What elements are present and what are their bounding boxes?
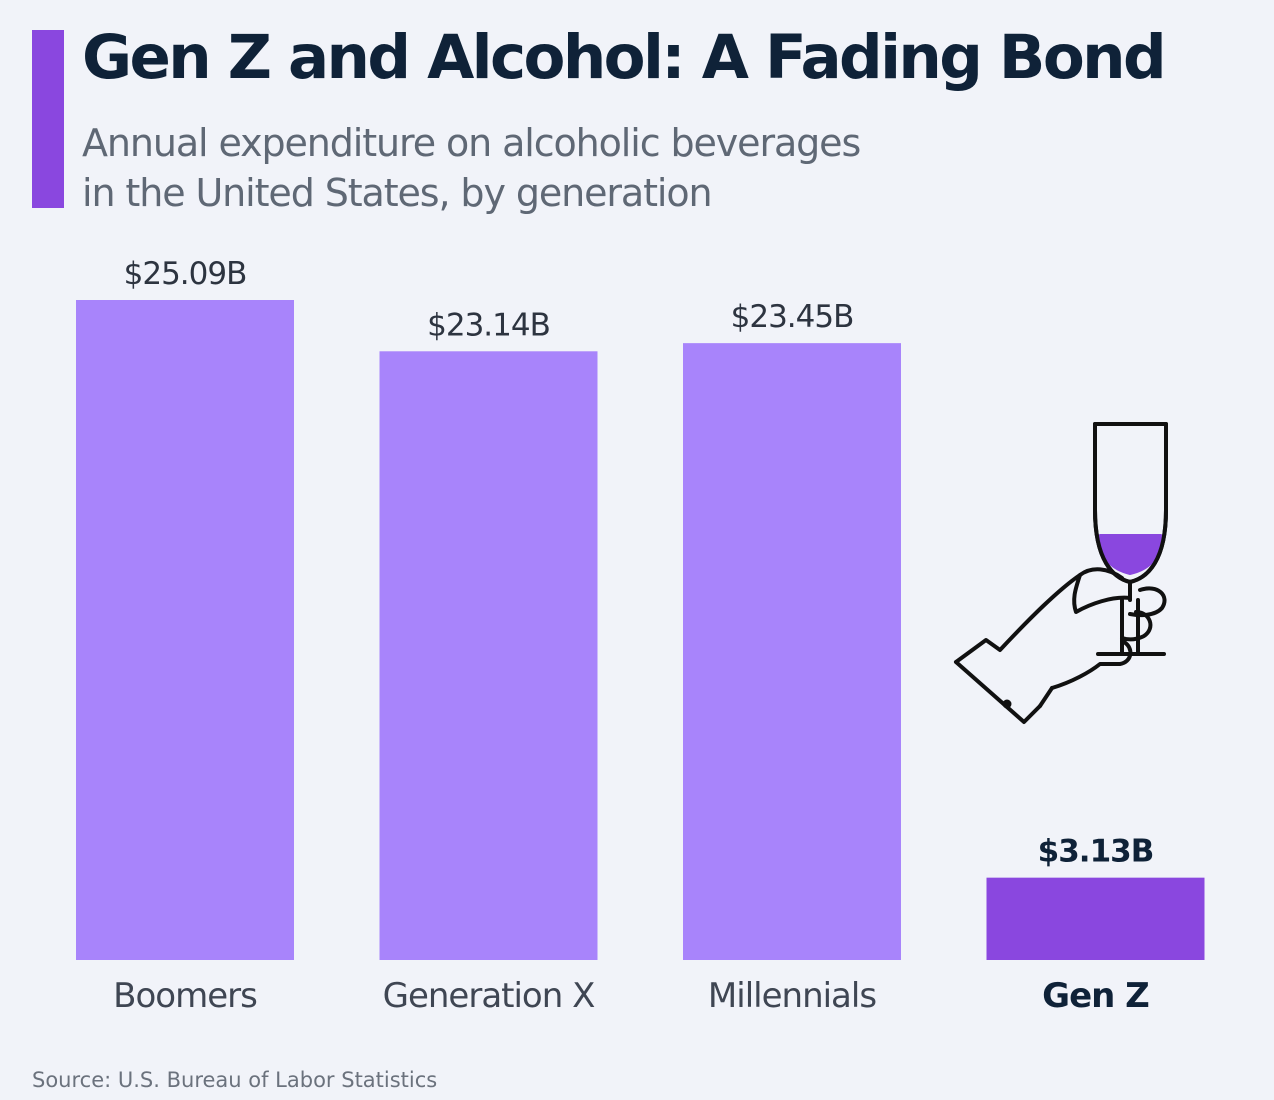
bars-layer: $25.09B Boomers $23.14B Generation X $23.45B…	[76, 256, 1205, 1016]
source-note: Source: U.S. Bureau of Labor Statistics	[32, 1068, 438, 1092]
chart-subtitle: Annual expenditure on alcoholic beverage…	[82, 118, 982, 218]
bar-generation-x	[379, 351, 598, 960]
bar-gen-z	[986, 877, 1205, 960]
wine-glass-hand-icon	[954, 422, 1168, 724]
bar-boomers	[76, 300, 294, 960]
category-label-generation-x: Generation X	[383, 976, 595, 1016]
subtitle-line-2: in the United States, by generation	[82, 171, 713, 215]
chart-title: Gen Z and Alcohol: A Fading Bond	[82, 22, 1167, 93]
category-label-millennials: Millennials	[708, 976, 876, 1016]
value-label-gen-z: $3.13B	[1038, 834, 1154, 870]
value-label-millennials: $23.45B	[731, 299, 854, 335]
bar-millennials	[683, 343, 901, 960]
title-accent-bar	[32, 30, 64, 208]
subtitle-line-1: Annual expenditure on alcoholic beverage…	[82, 121, 861, 165]
value-label-generation-x: $23.14B	[427, 307, 550, 343]
category-label-boomers: Boomers	[113, 976, 257, 1016]
value-label-boomers: $25.09B	[124, 256, 247, 292]
category-label-gen-z: Gen Z	[1042, 976, 1149, 1016]
